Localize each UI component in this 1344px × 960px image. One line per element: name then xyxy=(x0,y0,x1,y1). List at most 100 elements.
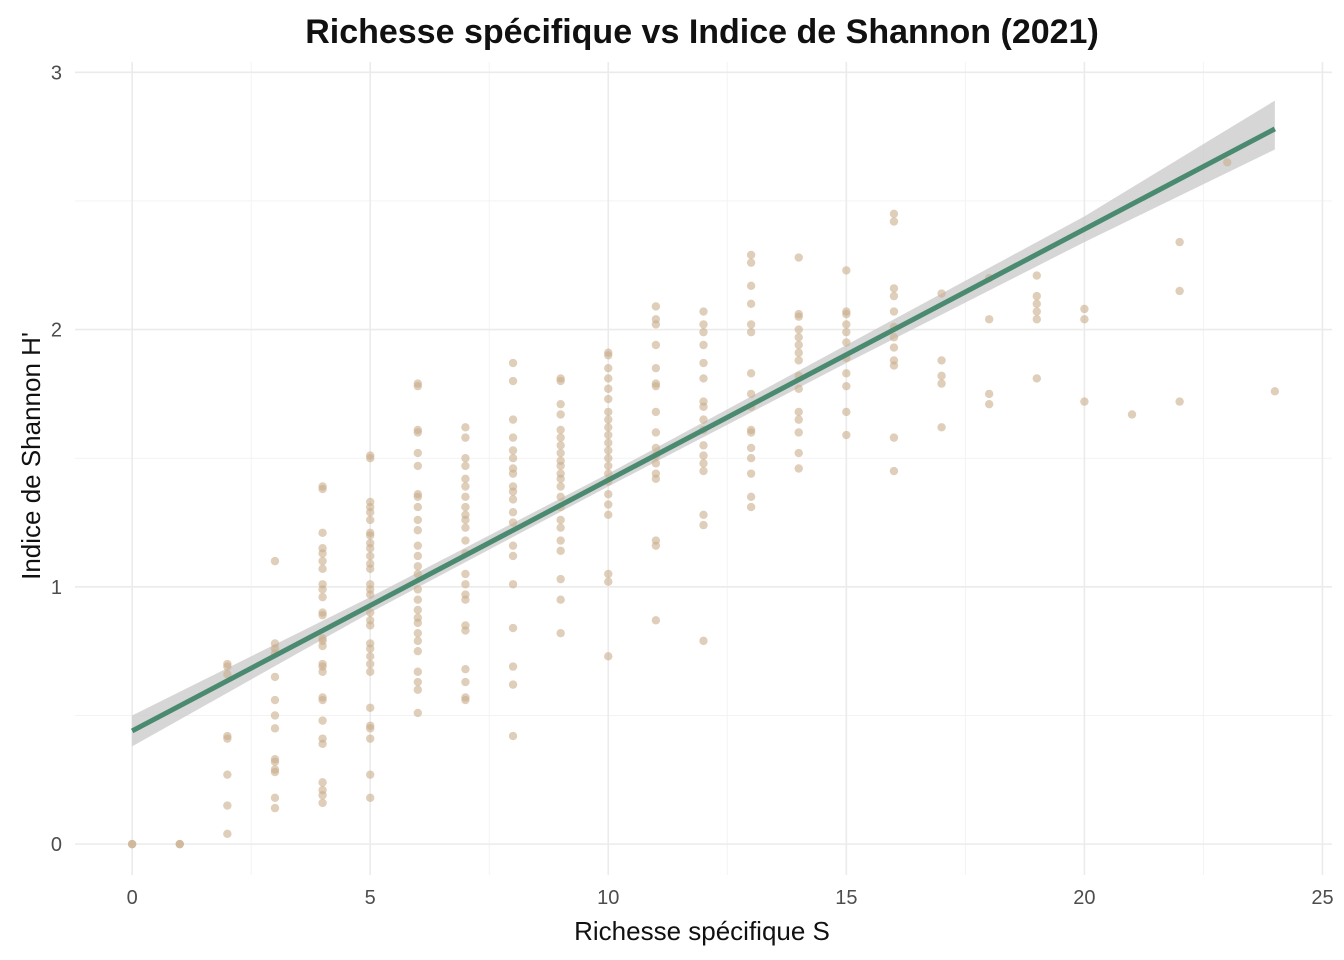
data-point xyxy=(651,474,661,483)
data-point xyxy=(556,448,565,458)
data-point xyxy=(366,667,375,676)
x-tick-label: 10 xyxy=(597,887,619,909)
data-point xyxy=(366,564,375,574)
data-point xyxy=(461,695,470,705)
data-point xyxy=(937,379,946,388)
data-point xyxy=(604,351,613,360)
data-point xyxy=(746,492,756,502)
data-point xyxy=(223,670,232,679)
data-point xyxy=(556,546,565,556)
data-point xyxy=(889,333,899,342)
y-tick-label: 1 xyxy=(51,577,62,599)
data-point xyxy=(318,592,327,602)
data-point xyxy=(842,266,851,275)
data-point xyxy=(604,577,613,586)
data-point xyxy=(508,469,518,478)
data-point xyxy=(699,374,708,383)
data-point xyxy=(937,371,946,381)
data-point xyxy=(699,402,708,411)
data-point xyxy=(508,680,518,689)
data-point xyxy=(508,623,518,633)
data-point xyxy=(461,536,470,545)
data-point xyxy=(508,541,518,550)
data-point xyxy=(1270,387,1280,396)
data-point xyxy=(270,767,280,777)
data-point xyxy=(366,531,375,540)
data-point xyxy=(413,526,423,535)
data-point xyxy=(461,515,470,525)
data-point xyxy=(889,284,899,293)
data-point xyxy=(366,652,375,661)
data-point xyxy=(461,433,470,442)
data-point xyxy=(318,484,327,494)
data-point xyxy=(413,636,423,646)
data-point xyxy=(842,407,851,417)
data-point xyxy=(413,381,423,391)
data-point xyxy=(746,327,756,337)
data-point xyxy=(175,839,184,849)
data-point xyxy=(461,482,470,491)
data-point xyxy=(413,708,423,718)
data-point xyxy=(794,415,803,424)
data-point xyxy=(556,523,565,532)
data-point xyxy=(413,515,423,525)
data-point xyxy=(318,739,327,748)
data-point xyxy=(270,757,280,766)
data-point xyxy=(699,459,708,468)
data-point xyxy=(1175,237,1184,247)
x-tick-label: 20 xyxy=(1073,887,1095,909)
data-point xyxy=(366,590,375,599)
data-point xyxy=(318,641,327,651)
regression-line-layer xyxy=(130,126,1277,734)
data-point xyxy=(889,209,899,218)
y-tick-label: 3 xyxy=(51,62,62,84)
data-point xyxy=(1080,397,1089,406)
data-point xyxy=(651,363,661,373)
data-point xyxy=(794,448,803,458)
data-point xyxy=(651,340,661,350)
data-point xyxy=(223,662,232,671)
data-point xyxy=(651,459,661,468)
data-point xyxy=(318,791,327,800)
data-point xyxy=(604,394,613,404)
data-point xyxy=(461,677,470,687)
data-point xyxy=(508,662,518,671)
data-point xyxy=(651,428,661,437)
data-point xyxy=(699,307,708,316)
data-point xyxy=(413,618,423,628)
data-point xyxy=(699,510,708,520)
data-point xyxy=(556,461,565,471)
data-point xyxy=(223,801,232,810)
data-point xyxy=(508,731,518,741)
data-point xyxy=(604,652,613,661)
data-point xyxy=(842,369,851,378)
data-point xyxy=(794,340,803,350)
data-point xyxy=(699,358,708,368)
data-point xyxy=(461,580,470,589)
data-point xyxy=(937,423,946,432)
data-point xyxy=(366,621,375,630)
data-point xyxy=(318,564,327,574)
data-point xyxy=(508,495,518,504)
data-point xyxy=(413,492,423,502)
data-point xyxy=(413,595,423,604)
data-point xyxy=(366,659,375,669)
data-point xyxy=(699,466,708,476)
data-point xyxy=(461,454,470,463)
data-point xyxy=(556,595,565,604)
data-point xyxy=(984,315,994,324)
data-point xyxy=(937,356,946,365)
data-point xyxy=(604,363,613,373)
data-point xyxy=(794,333,803,342)
data-point xyxy=(1127,410,1137,419)
data-point xyxy=(413,569,423,579)
data-point xyxy=(413,585,423,594)
data-point xyxy=(699,327,708,337)
data-point xyxy=(984,389,994,399)
data-point xyxy=(746,443,756,453)
data-point xyxy=(318,528,327,538)
data-point xyxy=(842,320,851,329)
data-point xyxy=(413,562,423,571)
data-point xyxy=(889,343,899,352)
